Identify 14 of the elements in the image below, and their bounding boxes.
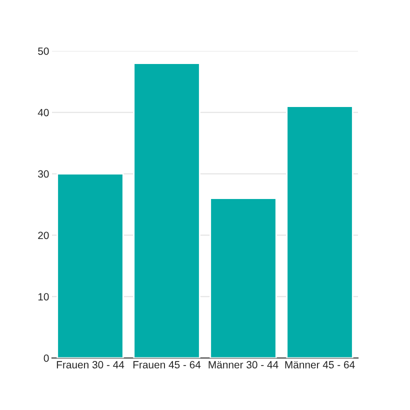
x-tick-label: Männer 45 - 64 bbox=[285, 361, 355, 368]
bar bbox=[286, 106, 354, 358]
bar bbox=[210, 198, 277, 358]
x-tick-label: Männer 30 - 44 bbox=[208, 361, 278, 368]
y-tick-label: 30 bbox=[38, 170, 49, 178]
bar bbox=[56, 173, 124, 358]
y-tick-label: 50 bbox=[38, 48, 49, 55]
y-tick-label: 10 bbox=[38, 293, 49, 300]
y-tick-label: 0 bbox=[44, 354, 49, 362]
x-tick-label: Frauen 45 - 64 bbox=[133, 361, 201, 368]
x-tick-label: Frauen 30 - 44 bbox=[56, 361, 124, 368]
bar bbox=[133, 62, 200, 358]
y-tick-label: 40 bbox=[38, 108, 49, 116]
y-tick-label: 20 bbox=[38, 232, 49, 240]
